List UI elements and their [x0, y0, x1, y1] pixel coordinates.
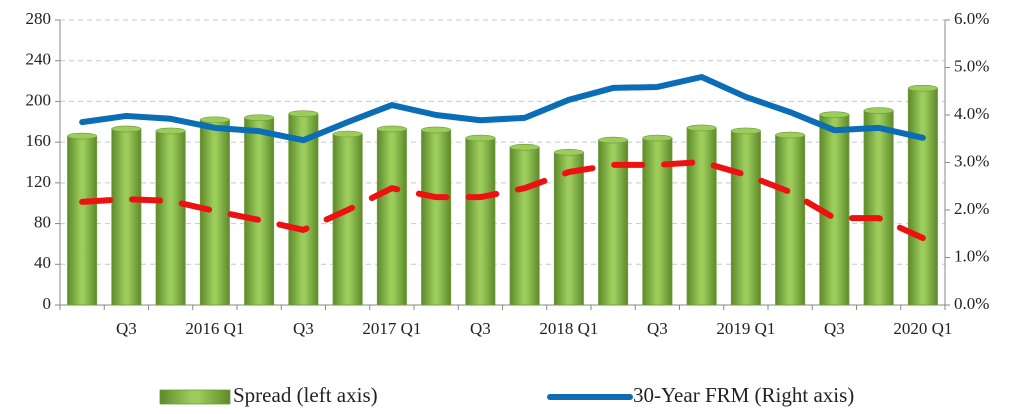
- bar-cap: [111, 125, 142, 133]
- bar: [199, 119, 230, 306]
- legend-label: 30-Year FRM (Right axis): [633, 383, 854, 407]
- y2-tick-label: 3.0%: [954, 151, 989, 170]
- bar: [686, 127, 717, 306]
- y-tick-label: 120: [26, 172, 52, 191]
- bar-cap: [465, 134, 496, 142]
- y-tick-label: 80: [34, 212, 51, 231]
- legend-swatch: [159, 389, 231, 405]
- y2-tick-label: 4.0%: [954, 104, 989, 123]
- x-tick-label: 2016 Q1: [185, 319, 244, 338]
- bar-cap: [376, 125, 407, 133]
- legend-label: Spread (left axis): [233, 383, 378, 407]
- bar-cap: [155, 127, 186, 135]
- x-tick-label: Q3: [293, 319, 314, 338]
- bar-cap: [199, 116, 230, 124]
- x-tick-label: 2019 Q1: [716, 319, 775, 338]
- bar: [775, 134, 806, 306]
- x-tick-label: 2020 Q1: [893, 319, 952, 338]
- x-tick-label: Q3: [647, 319, 668, 338]
- y-tick-label: 160: [26, 131, 52, 150]
- bar-cap: [863, 107, 894, 114]
- y-tick-label: 280: [26, 9, 52, 28]
- bar: [421, 129, 452, 306]
- bar-cap: [509, 143, 540, 151]
- dashed-line: [79, 159, 926, 242]
- bar: [863, 110, 894, 306]
- bar: [155, 130, 186, 306]
- y-tick-label: 240: [26, 50, 52, 69]
- line: [79, 74, 926, 144]
- y2-tick-label: 0.0%: [954, 294, 989, 313]
- y2-tick-label: 6.0%: [954, 9, 989, 28]
- y-tick-label: 40: [34, 253, 51, 272]
- x-tick-label: 2018 Q1: [539, 319, 598, 338]
- bar-cap: [288, 110, 319, 117]
- y-tick-label: 200: [26, 90, 52, 109]
- bar: [288, 113, 319, 306]
- bar: [642, 137, 673, 306]
- bar: [730, 130, 761, 306]
- y2-tick-label: 5.0%: [954, 56, 989, 75]
- y-tick-label: 0: [43, 294, 52, 313]
- bar: [111, 128, 142, 306]
- y2-tick-label: 1.0%: [954, 246, 989, 265]
- bar-cap: [730, 127, 761, 135]
- bar-cap: [553, 149, 584, 156]
- bar: [332, 133, 363, 306]
- x-tick-label: Q3: [824, 319, 845, 338]
- bar: [67, 135, 98, 306]
- x-tick-label: 2017 Q1: [362, 319, 421, 338]
- bar-cap: [686, 124, 717, 132]
- bar: [376, 128, 407, 306]
- bar-cap: [421, 126, 452, 134]
- bar-cap: [244, 114, 275, 122]
- bar-cap: [775, 131, 806, 139]
- bar: [509, 146, 540, 306]
- bar: [244, 117, 275, 306]
- bar-cap: [332, 130, 363, 138]
- bar: [465, 137, 496, 306]
- bar-cap: [642, 134, 673, 142]
- bar-cap: [67, 132, 98, 140]
- bar-cap: [598, 136, 629, 144]
- bar-cap: [819, 111, 850, 118]
- y2-tick-label: 2.0%: [954, 199, 989, 218]
- bar: [553, 151, 584, 306]
- bar-cap: [907, 84, 938, 92]
- x-tick-label: Q3: [470, 319, 491, 338]
- bar: [907, 87, 938, 306]
- x-tick-label: Q3: [116, 319, 137, 338]
